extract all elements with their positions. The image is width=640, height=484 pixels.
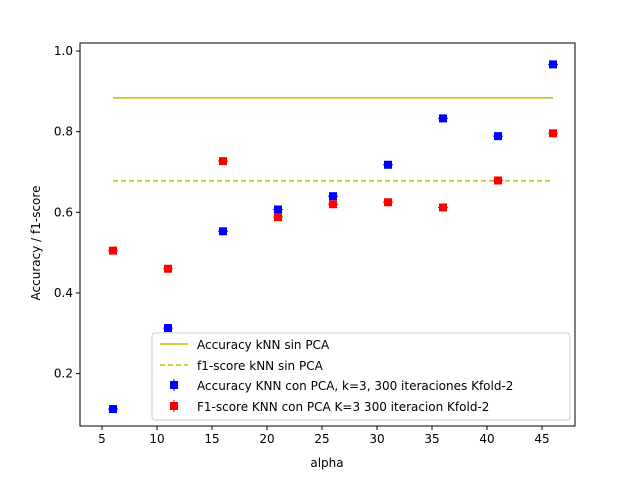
legend-square-1	[170, 402, 178, 410]
point-s1-0	[109, 246, 117, 255]
point-s0-7	[494, 132, 502, 141]
x-tick-label-3: 20	[259, 432, 274, 446]
point-s1-5	[384, 198, 392, 207]
legend-label-accuracy-knn-con-pca: Accuracy KNN con PCA, k=3, 300 iteracion…	[197, 379, 513, 393]
point-s0-1	[164, 324, 172, 333]
legend-label-accuracy-knn-sin-pca: Accuracy kNN sin PCA	[197, 338, 330, 352]
y-tick-label-2: 0.6	[54, 205, 73, 219]
plot-marks	[108, 60, 558, 414]
y-axis-label: Accuracy / f1-score	[29, 186, 43, 301]
x-tick-label-7: 40	[479, 432, 494, 446]
y-axis-ticks: 0.2 0.4 0.6 0.8 1.0	[54, 44, 80, 381]
point-s1-7	[494, 176, 502, 185]
x-tick-label-6: 35	[424, 432, 439, 446]
point-s1-3	[274, 213, 282, 222]
point-s0-2	[219, 227, 227, 236]
legend-marker-f1-knn-con-pca	[170, 400, 178, 412]
point-s1-4	[329, 200, 337, 209]
point-s0-0	[109, 405, 117, 414]
x-tick-label-4: 25	[314, 432, 329, 446]
x-axis-label: alpha	[310, 456, 343, 470]
legend-label-f1-knn-con-pca: F1-score KNN con PCA K=3 300 iteracion K…	[197, 400, 489, 414]
legend-marker-accuracy-knn-con-pca	[170, 379, 178, 391]
point-s0-6	[439, 114, 447, 123]
point-s1-1	[164, 264, 172, 273]
point-s1-8	[549, 129, 557, 138]
y-tick-label-0: 0.2	[54, 367, 73, 381]
point-s0-3	[274, 205, 282, 214]
x-tick-label-0: 5	[98, 432, 106, 446]
legend-box	[151, 332, 571, 421]
x-tick-label-5: 30	[369, 432, 384, 446]
x-axis-ticks: 5 10 15 20 25 30 35 40 45	[98, 426, 550, 446]
legend-square-0	[170, 381, 178, 389]
point-s1-6	[439, 203, 447, 212]
x-tick-label-2: 15	[204, 432, 219, 446]
x-tick-label-1: 10	[149, 432, 164, 446]
axes-frame	[79, 42, 576, 427]
legend-label-f1-knn-sin-pca: f1-score kNN sin PCA	[197, 359, 324, 373]
x-tick-label-8: 45	[534, 432, 549, 446]
point-s0-4	[329, 192, 337, 201]
y-tick-label-1: 0.4	[54, 286, 73, 300]
point-s0-5	[384, 160, 392, 169]
point-s0-8	[549, 60, 557, 69]
point-s1-2	[219, 157, 227, 166]
y-tick-label-4: 1.0	[54, 44, 73, 58]
legend: Accuracy kNN sin PCA f1-score kNN sin PC…	[151, 332, 571, 421]
y-tick-label-3: 0.8	[54, 125, 73, 139]
